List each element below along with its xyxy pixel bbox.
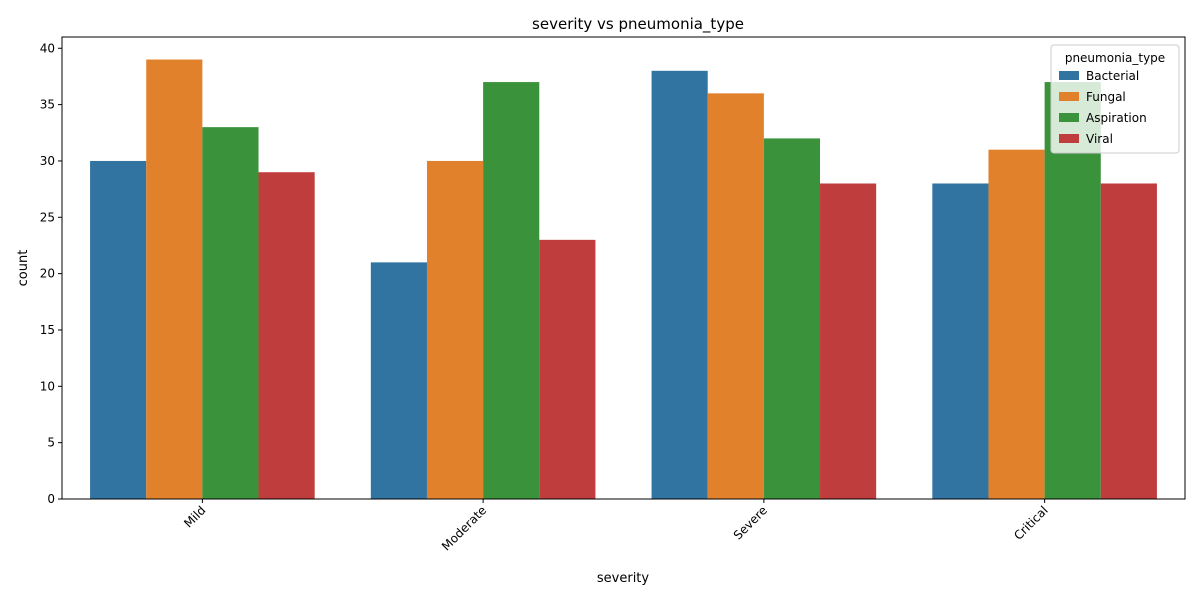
y-tick-label: 40 — [40, 41, 55, 55]
plot-area — [90, 59, 1157, 500]
legend-box — [1050, 44, 1180, 154]
y-tick-label: 5 — [47, 436, 55, 450]
bar-viral-moderate — [539, 239, 596, 499]
bar-fungal-mild — [146, 59, 203, 499]
legend-swatch-bacterial — [1059, 71, 1079, 80]
y-axis-label: count — [16, 250, 31, 287]
legend-swatch-aspiration — [1059, 113, 1079, 122]
x-tick-label: Mild — [181, 503, 208, 530]
y-tick-label: 30 — [40, 154, 55, 168]
bar-fungal-moderate — [426, 160, 484, 499]
x-tick-label: Critical — [1011, 503, 1051, 543]
bar-bacterial-moderate — [370, 262, 427, 499]
y-tick-label: 35 — [40, 98, 55, 112]
legend: pneumonia_type Bacterial Fungal Aspiration V… — [1050, 44, 1180, 154]
bar-fungal-severe — [707, 93, 764, 499]
bar-aspiration-moderate — [483, 82, 540, 499]
y-tick-label: 0 — [47, 492, 55, 506]
bar-bacterial-mild — [90, 160, 147, 499]
legend-label-viral: Viral — [1086, 132, 1113, 146]
y-tick-label: 10 — [40, 379, 55, 393]
legend-label-aspiration: Aspiration — [1086, 111, 1147, 125]
y-tick-label: 25 — [40, 210, 55, 224]
chart-title: severity vs pneumonia_type — [532, 15, 744, 34]
legend-title: pneumonia_type — [1065, 51, 1165, 65]
plot-frame — [61, 36, 1186, 500]
x-axis-label: severity — [597, 571, 650, 586]
x-tick-label: Moderate — [439, 503, 489, 553]
bar-aspiration-mild — [202, 127, 259, 500]
y-tick-label: 15 — [40, 323, 55, 337]
legend-swatch-fungal — [1059, 92, 1079, 101]
bar-fungal-critical — [988, 149, 1045, 499]
y-axis: 0 5 10 15 20 25 30 35 40 — [40, 41, 62, 506]
bar-viral-critical — [1100, 183, 1157, 500]
bar-viral-severe — [820, 183, 877, 500]
x-axis: Mild Moderate Severe Critical — [181, 499, 1051, 553]
legend-label-bacterial: Bacterial — [1086, 69, 1139, 83]
x-tick-label: Severe — [731, 503, 770, 542]
bar-viral-mild — [258, 172, 315, 499]
bar-aspiration-severe — [763, 138, 821, 500]
legend-swatch-viral — [1059, 134, 1079, 143]
bar-bacterial-severe — [651, 70, 708, 500]
legend-label-fungal: Fungal — [1086, 90, 1126, 104]
bar-bacterial-critical — [932, 183, 989, 500]
y-tick-label: 20 — [40, 267, 55, 281]
